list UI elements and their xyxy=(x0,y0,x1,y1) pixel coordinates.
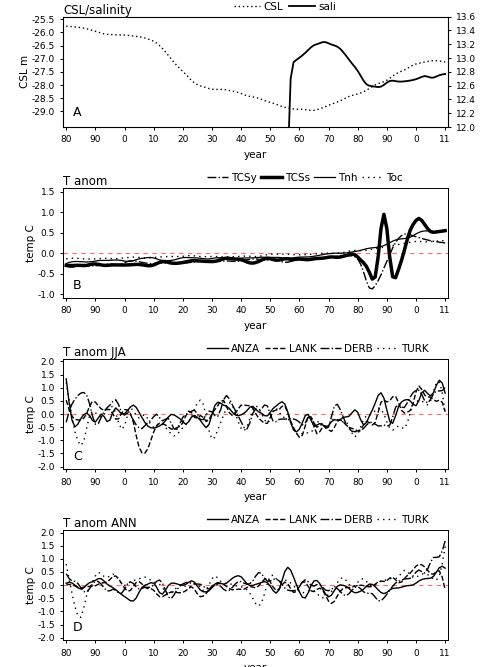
Text: T anom JJA: T anom JJA xyxy=(63,346,126,359)
Text: A: A xyxy=(73,106,81,119)
Text: B: B xyxy=(73,279,81,292)
Text: T anom ANN: T anom ANN xyxy=(63,517,137,530)
Y-axis label: temp C: temp C xyxy=(26,566,36,604)
Legend: TCSy, TCSs, Tnh, Toc: TCSy, TCSs, Tnh, Toc xyxy=(203,169,407,187)
Legend: ANZA, LANK, DERB, TURK: ANZA, LANK, DERB, TURK xyxy=(203,511,433,529)
Text: C: C xyxy=(73,450,82,464)
Y-axis label: temp C: temp C xyxy=(26,395,36,433)
X-axis label: year: year xyxy=(244,321,267,331)
Text: D: D xyxy=(73,622,83,634)
Y-axis label: temp C: temp C xyxy=(26,224,36,262)
Legend: ANZA, LANK, DERB, TURK: ANZA, LANK, DERB, TURK xyxy=(203,340,433,358)
X-axis label: year: year xyxy=(244,150,267,160)
Y-axis label: CSL m: CSL m xyxy=(20,55,30,89)
X-axis label: year: year xyxy=(244,663,267,667)
Legend: CSL, sali: CSL, sali xyxy=(230,0,340,16)
Text: T anom: T anom xyxy=(63,175,108,188)
X-axis label: year: year xyxy=(244,492,267,502)
Text: CSL/salinity: CSL/salinity xyxy=(63,4,132,17)
